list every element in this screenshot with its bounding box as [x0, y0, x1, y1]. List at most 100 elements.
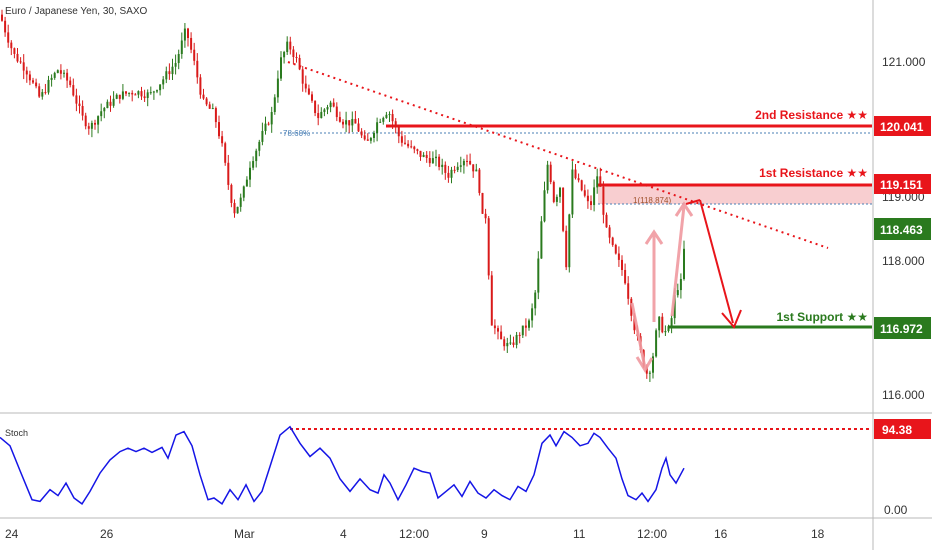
resistance-zone — [598, 185, 872, 204]
candle-body — [298, 57, 301, 70]
candle-body — [326, 107, 329, 110]
candle-body — [264, 123, 267, 131]
candle-body — [586, 195, 589, 202]
candle-body — [118, 94, 121, 99]
candle-body — [348, 120, 351, 126]
candle-body — [534, 292, 537, 309]
candle-body — [664, 331, 667, 333]
time-tick: 4 — [340, 527, 347, 541]
candle-body — [143, 96, 146, 99]
candle-body — [559, 187, 561, 197]
candle-body — [44, 92, 47, 94]
candle-body — [363, 135, 366, 140]
candle-body — [447, 172, 450, 178]
candle-body — [540, 221, 543, 259]
candle-body — [661, 316, 664, 333]
svg-text:120.041: 120.041 — [880, 120, 924, 134]
candle-body — [32, 80, 34, 83]
second-resistance-badge: 120.041 — [874, 116, 931, 136]
candle-body — [555, 196, 558, 202]
candle-body — [565, 230, 568, 268]
candle-body — [373, 133, 375, 138]
candle-body — [236, 206, 239, 214]
candle-body — [146, 92, 149, 99]
fib-ext-label: 1(118.874) — [633, 196, 671, 205]
candle-body — [131, 92, 134, 95]
first-resistance-badge: 119.151 — [874, 174, 931, 194]
candle-body — [500, 331, 503, 340]
candle-body — [630, 298, 633, 316]
stoch-tick: 0.00 — [884, 503, 908, 517]
candle-body — [546, 164, 549, 191]
candle-body — [574, 169, 577, 179]
candle-body — [292, 49, 295, 58]
candle-body — [283, 52, 286, 58]
candle-body — [515, 334, 518, 345]
candle-body — [593, 187, 596, 206]
candle-body — [394, 121, 397, 127]
candle-body — [100, 111, 103, 117]
candle-body — [53, 72, 56, 78]
candle-body — [56, 70, 59, 73]
candle-body — [177, 53, 180, 64]
time-tick: 24 — [5, 527, 19, 541]
candle-body — [162, 79, 165, 85]
candle-body — [528, 320, 530, 328]
stoch-line — [0, 425, 685, 506]
candle-body — [227, 162, 230, 185]
candle-body — [484, 213, 487, 219]
candle-body — [571, 169, 574, 215]
candle-body — [276, 78, 279, 98]
candle-body — [444, 164, 447, 173]
candle-body — [683, 248, 685, 279]
candle-body — [156, 90, 158, 92]
candle-body — [518, 334, 521, 336]
current-price-badge: 118.463 — [874, 218, 931, 240]
candle-body — [106, 101, 109, 109]
candle-body — [462, 160, 465, 166]
candle-body — [679, 278, 682, 291]
candle-body — [295, 57, 298, 59]
candle-body — [25, 70, 28, 75]
candle-body — [416, 149, 419, 151]
candle-body — [338, 117, 341, 122]
candle-body — [676, 290, 679, 296]
candle-body — [7, 32, 10, 43]
candle-body — [345, 120, 348, 125]
candle-body — [481, 192, 484, 214]
candle-body — [66, 72, 69, 81]
candle-body — [187, 28, 189, 38]
candle-body — [1, 14, 3, 21]
time-tick: 9 — [481, 527, 488, 541]
descending-trendline[interactable] — [287, 61, 829, 249]
candle-body — [342, 121, 344, 125]
candle-body — [428, 158, 431, 164]
candle-body — [633, 315, 636, 331]
candle-body — [304, 83, 307, 89]
candle-body — [171, 66, 174, 75]
candle-body — [493, 325, 496, 329]
candle-body — [224, 143, 227, 163]
candle-body — [183, 28, 186, 41]
candle-body — [466, 160, 468, 162]
svg-text:118.463: 118.463 — [880, 223, 923, 237]
candle-body — [323, 109, 326, 112]
candle-body — [673, 295, 676, 319]
candle-body — [596, 176, 599, 188]
candle-body — [503, 339, 506, 347]
time-tick: 12:00 — [399, 527, 429, 541]
candle-body — [531, 308, 534, 321]
candle-body — [87, 126, 90, 129]
first-resistance-label: 1st Resistance ★★ — [759, 166, 868, 180]
candle-body — [134, 94, 137, 96]
candle-body — [577, 178, 580, 181]
candle-body — [413, 146, 416, 150]
time-tick: 18 — [811, 527, 825, 541]
candle-body — [438, 156, 441, 167]
candle-body — [425, 154, 428, 159]
candle-body — [252, 161, 255, 168]
candle-body — [35, 82, 38, 87]
candle-body — [301, 69, 304, 84]
candle-body — [140, 91, 143, 97]
